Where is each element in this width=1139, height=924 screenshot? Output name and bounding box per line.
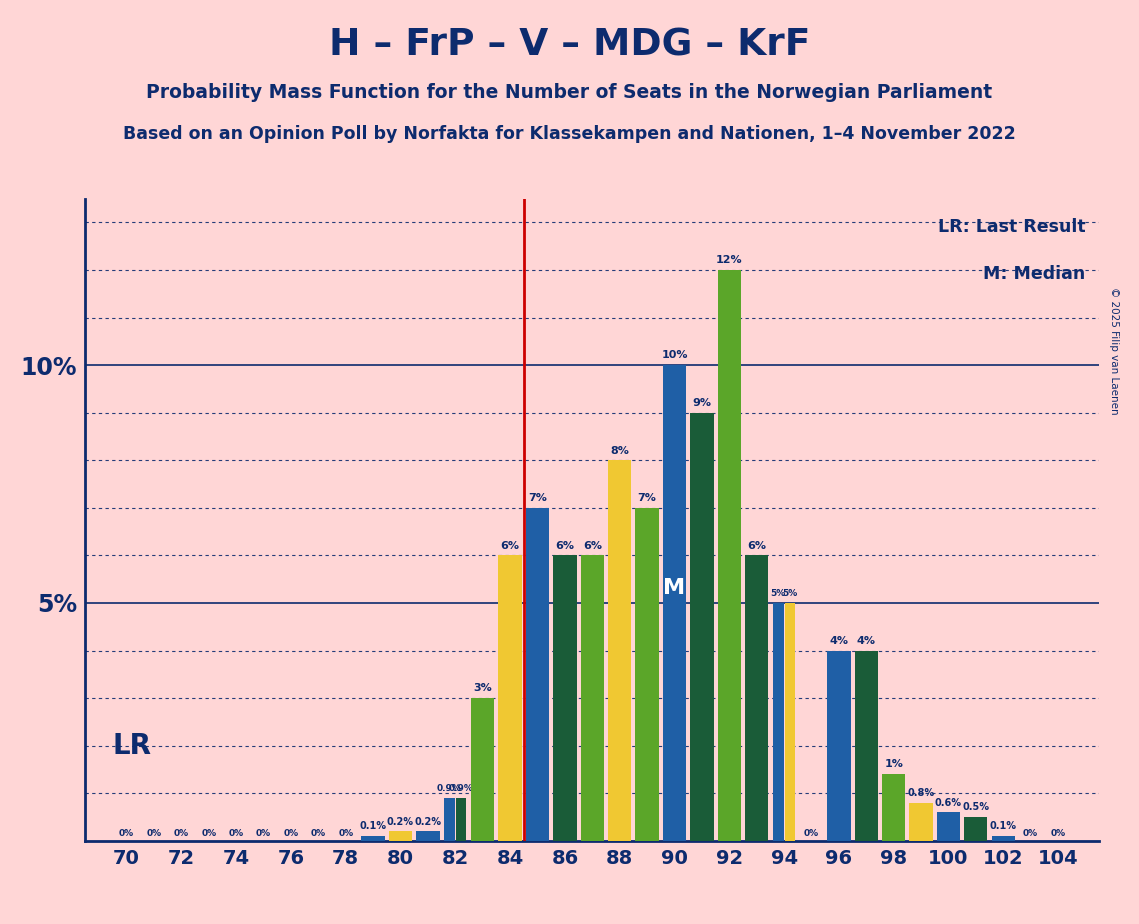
Bar xyxy=(936,812,960,841)
Text: 0%: 0% xyxy=(146,830,162,838)
Bar xyxy=(965,817,988,841)
Text: M: M xyxy=(663,578,686,598)
Text: 0.6%: 0.6% xyxy=(935,797,962,808)
Text: 0%: 0% xyxy=(311,830,326,838)
Text: 0%: 0% xyxy=(202,830,216,838)
Text: Based on an Opinion Poll by Norfakta for Klassekampen and Nationen, 1–4 November: Based on an Opinion Poll by Norfakta for… xyxy=(123,125,1016,142)
Bar xyxy=(745,555,769,841)
Text: 0%: 0% xyxy=(804,830,819,838)
Text: 0%: 0% xyxy=(1050,830,1066,838)
Text: 0%: 0% xyxy=(174,830,189,838)
Bar xyxy=(456,798,466,841)
Text: 0%: 0% xyxy=(338,830,353,838)
Text: © 2025 Filip van Laenen: © 2025 Filip van Laenen xyxy=(1109,287,1118,415)
Text: 7%: 7% xyxy=(528,493,547,503)
Text: 1%: 1% xyxy=(884,760,903,770)
Bar xyxy=(992,836,1015,841)
Bar xyxy=(581,555,604,841)
Bar xyxy=(388,832,412,841)
Text: 6%: 6% xyxy=(747,541,767,551)
Text: 4%: 4% xyxy=(857,636,876,646)
Bar xyxy=(608,460,631,841)
Text: 0.8%: 0.8% xyxy=(908,788,935,798)
Text: 7%: 7% xyxy=(638,493,656,503)
Text: 0%: 0% xyxy=(256,830,271,838)
Text: Probability Mass Function for the Number of Seats in the Norwegian Parliament: Probability Mass Function for the Number… xyxy=(147,83,992,103)
Text: LR: Last Result: LR: Last Result xyxy=(937,218,1085,236)
Bar xyxy=(554,555,576,841)
Bar xyxy=(636,508,658,841)
Bar xyxy=(690,413,713,841)
Text: M: Median: M: Median xyxy=(983,265,1085,284)
Bar xyxy=(785,603,795,841)
Text: 5%: 5% xyxy=(771,590,786,598)
Bar xyxy=(499,555,522,841)
Text: 6%: 6% xyxy=(556,541,574,551)
Text: H – FrP – V – MDG – KrF: H – FrP – V – MDG – KrF xyxy=(329,28,810,64)
Bar xyxy=(663,365,686,841)
Bar xyxy=(444,798,454,841)
Bar xyxy=(361,836,385,841)
Text: 0%: 0% xyxy=(118,830,134,838)
Text: 0.1%: 0.1% xyxy=(990,821,1017,832)
Text: 5%: 5% xyxy=(782,590,797,598)
Text: 0%: 0% xyxy=(284,830,298,838)
Text: 6%: 6% xyxy=(583,541,601,551)
Text: 0.5%: 0.5% xyxy=(962,802,990,812)
Text: 0.1%: 0.1% xyxy=(360,821,386,832)
Bar xyxy=(416,832,440,841)
Text: 10%: 10% xyxy=(662,350,688,360)
Text: 8%: 8% xyxy=(611,445,629,456)
Text: 3%: 3% xyxy=(474,684,492,693)
Bar xyxy=(909,803,933,841)
Text: 12%: 12% xyxy=(716,255,743,265)
Text: 0.2%: 0.2% xyxy=(415,817,442,827)
Bar xyxy=(773,603,784,841)
Bar xyxy=(827,650,851,841)
Bar xyxy=(472,699,494,841)
Text: 4%: 4% xyxy=(829,636,849,646)
Text: LR: LR xyxy=(113,732,151,760)
Text: 9%: 9% xyxy=(693,398,712,408)
Text: 0.2%: 0.2% xyxy=(387,817,413,827)
Text: 0%: 0% xyxy=(1023,830,1039,838)
Text: 0%: 0% xyxy=(229,830,244,838)
Text: 6%: 6% xyxy=(500,541,519,551)
Bar xyxy=(718,270,740,841)
Bar xyxy=(882,774,906,841)
Text: 0.9%: 0.9% xyxy=(449,784,474,794)
Bar xyxy=(526,508,549,841)
Bar xyxy=(854,650,878,841)
Text: 0.9%: 0.9% xyxy=(437,784,462,794)
